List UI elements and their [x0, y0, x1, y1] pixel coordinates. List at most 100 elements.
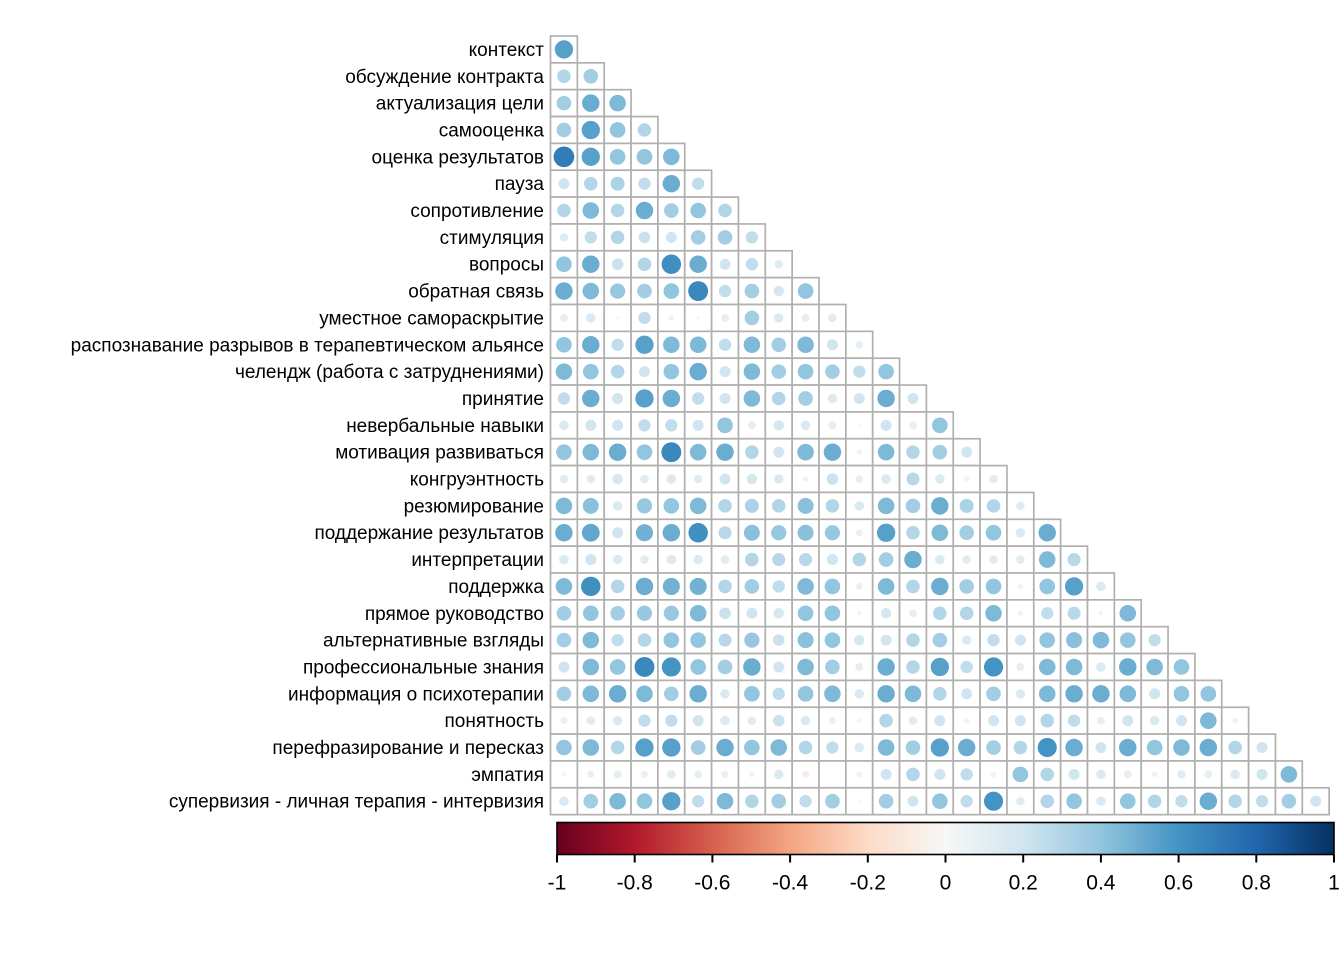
colorbar-tick-label: 0.8	[1242, 872, 1271, 895]
matrix-cell	[710, 491, 740, 521]
correlation-circle	[904, 550, 922, 569]
correlation-circle	[689, 604, 707, 622]
correlation-circle	[1204, 770, 1213, 779]
correlation-circle	[1173, 659, 1190, 675]
correlation-circle	[960, 768, 973, 781]
correlation-circle	[1066, 793, 1082, 810]
correlation-circle	[1038, 551, 1056, 568]
correlation-circle	[825, 659, 840, 675]
correlation-circle	[610, 203, 625, 218]
row-label: сопротивление	[410, 201, 544, 222]
correlation-circle	[1064, 577, 1084, 596]
correlation-circle	[636, 685, 653, 703]
correlation-circle	[661, 442, 682, 463]
correlation-circle	[877, 658, 895, 676]
correlation-circle	[638, 714, 651, 727]
correlation-circle	[988, 715, 1000, 727]
correlation-circle	[718, 338, 732, 351]
correlation-circle	[934, 768, 946, 780]
correlation-circle	[931, 497, 949, 515]
correlation-circle	[772, 714, 785, 727]
correlation-circle	[581, 576, 601, 597]
correlation-circle	[581, 147, 600, 166]
correlation-circle	[797, 632, 814, 649]
matrix-cell	[576, 196, 606, 225]
correlation-circle	[584, 231, 597, 244]
correlation-circle	[931, 524, 949, 542]
correlation-circle	[797, 497, 814, 514]
correlation-circle	[932, 793, 948, 810]
correlation-circle	[582, 363, 599, 380]
correlation-circle	[612, 419, 624, 431]
correlation-circle	[773, 474, 784, 484]
correlation-circle	[825, 499, 840, 513]
correlation-circle	[906, 767, 920, 782]
correlation-circle	[797, 524, 814, 541]
correlation-circle	[585, 313, 596, 323]
correlation-circle	[719, 366, 731, 378]
correlation-circle	[582, 658, 600, 676]
correlation-circle	[1096, 662, 1106, 672]
correlation-circle	[963, 476, 970, 482]
correlation-circle	[557, 203, 571, 218]
correlation-circle	[1232, 717, 1238, 724]
correlation-circle	[558, 661, 570, 673]
correlation-circle	[557, 392, 571, 405]
correlation-circle	[556, 122, 572, 138]
correlation-circle	[719, 258, 731, 270]
correlation-circle	[555, 578, 573, 595]
correlation-circle	[581, 523, 600, 542]
correlation-circle	[880, 768, 892, 780]
correlation-circle	[771, 364, 787, 379]
correlation-circle	[559, 796, 569, 807]
colorbar-tick-label: 1	[1328, 872, 1340, 895]
correlation-circle	[877, 578, 895, 595]
correlation-circle	[1016, 663, 1025, 671]
correlation-circle	[854, 742, 865, 753]
correlation-circle	[692, 715, 704, 727]
correlation-circle	[797, 578, 814, 595]
correlation-circle	[1037, 737, 1057, 758]
row-label: перефразирование и пересказ	[272, 738, 544, 759]
correlation-circle	[855, 529, 863, 537]
correlation-circle	[983, 657, 1004, 677]
correlation-circle	[667, 770, 676, 779]
correlation-circle	[908, 716, 918, 725]
correlation-circle	[798, 391, 813, 406]
correlation-circle	[610, 283, 626, 299]
correlation-circle	[824, 632, 841, 648]
correlation-circle	[613, 770, 622, 779]
matrix-cell	[791, 384, 820, 413]
correlation-circle	[664, 203, 679, 218]
correlation-circle	[609, 122, 626, 138]
correlation-circle	[717, 417, 733, 434]
correlation-circle	[877, 443, 895, 461]
correlation-circle	[662, 389, 681, 408]
matrix-cell	[657, 545, 686, 574]
correlation-circle	[853, 365, 866, 378]
matrix-cell	[818, 760, 847, 789]
correlation-circle	[586, 716, 596, 725]
correlation-circle	[1096, 796, 1106, 807]
correlation-circle	[663, 336, 680, 354]
correlation-circle	[668, 315, 675, 321]
correlation-circle	[746, 607, 758, 619]
correlation-circle	[961, 446, 973, 458]
matrix-cell	[871, 625, 901, 655]
correlation-circle	[611, 633, 624, 647]
correlation-circle	[635, 201, 654, 220]
correlation-circle	[610, 230, 625, 245]
correlation-circle	[610, 579, 625, 594]
correlation-circle	[688, 281, 709, 302]
row-label: вопросы	[469, 255, 544, 276]
correlation-circle	[745, 231, 759, 244]
correlation-circle	[690, 202, 706, 219]
correlation-circle	[907, 392, 919, 404]
correlation-circle	[556, 336, 572, 353]
matrix-cell	[871, 598, 901, 628]
correlation-circle	[772, 687, 785, 701]
correlation-circle	[585, 419, 597, 431]
correlation-circle	[906, 660, 920, 674]
correlation-circle	[1199, 738, 1218, 757]
correlation-circle	[1281, 793, 1297, 809]
